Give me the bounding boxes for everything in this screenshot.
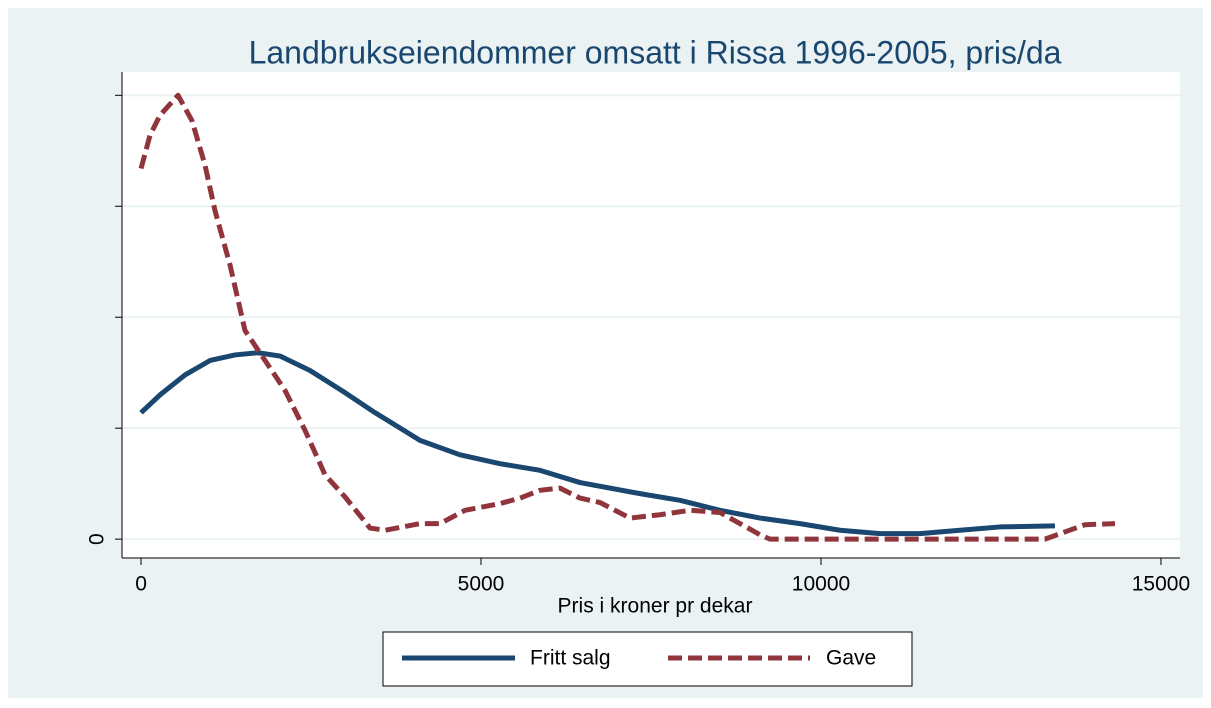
x-tick-label: 5000	[458, 573, 505, 596]
plot-area	[122, 72, 1180, 558]
series-line	[138, 92, 1116, 542]
legend-label: Fritt salg	[530, 647, 611, 670]
y-tick-label: 0	[86, 533, 109, 545]
x-tick-label: 15000	[1132, 573, 1190, 596]
x-tick-label: 0	[135, 573, 147, 596]
chart-title: Landbrukseiendommer omsatt i Rissa 1996-…	[249, 34, 1062, 70]
legend-label: Gave	[826, 647, 876, 670]
x-tick-label: 10000	[792, 573, 850, 596]
x-axis-label: Pris i kroner pr dekar	[558, 595, 753, 618]
series-line	[139, 350, 1056, 537]
